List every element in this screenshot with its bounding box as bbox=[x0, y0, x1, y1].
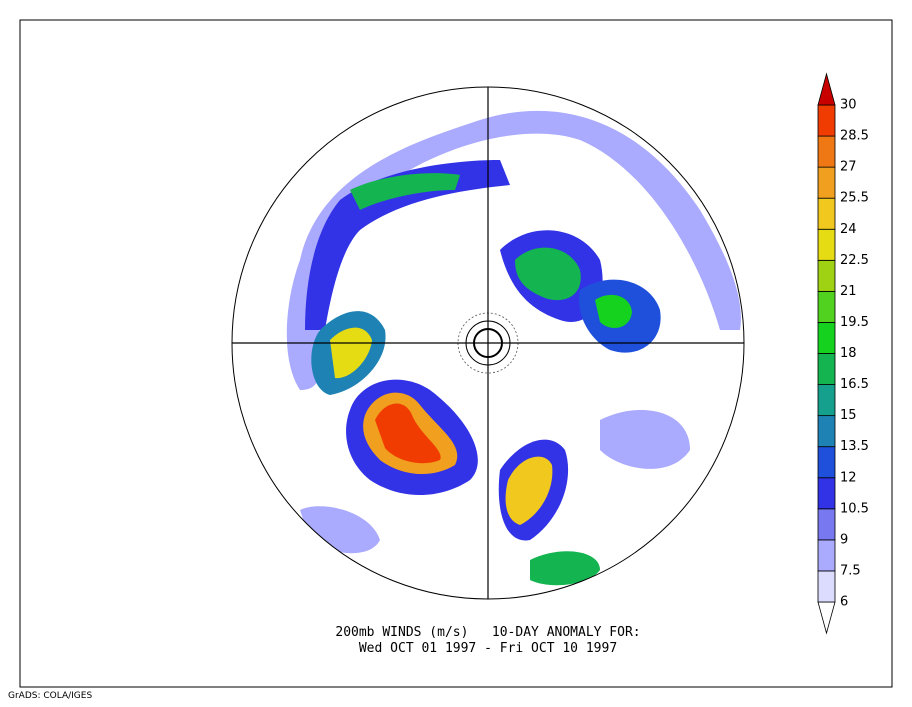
colorbar-arrow bbox=[817, 601, 836, 635]
colorbar-box bbox=[817, 384, 836, 417]
colorbar-label: 28.5 bbox=[840, 129, 869, 144]
colorbar-box bbox=[817, 570, 836, 603]
swath bbox=[530, 551, 600, 586]
colorbar-label: 16.5 bbox=[840, 377, 869, 392]
colorbar-box bbox=[817, 259, 836, 292]
colorbar-box bbox=[817, 228, 836, 261]
colorbar-box bbox=[817, 290, 836, 323]
colorbar-label: 18 bbox=[840, 346, 857, 361]
colorbar-label: 21 bbox=[840, 284, 857, 299]
colorbar-label: 22.5 bbox=[840, 253, 869, 268]
colorbar-box bbox=[817, 477, 836, 510]
colorbar-box bbox=[817, 415, 836, 448]
swath bbox=[595, 294, 632, 328]
colorbar: 6 7.5 9 10.5 12 13.5 15 16.5 18 19.5 21 22.5 24 25.5 2… bbox=[817, 72, 869, 635]
colorbar-label: 19.5 bbox=[840, 315, 869, 330]
caption: 200mb WINDS (m/s) 10-DAY ANOMALY FOR: bbox=[335, 625, 640, 640]
colorbar-label: 30 bbox=[840, 98, 857, 113]
colorbar-arrow bbox=[817, 72, 836, 106]
swath bbox=[350, 173, 460, 210]
colorbar-box bbox=[817, 539, 836, 572]
colorbar-box bbox=[817, 508, 836, 541]
colorbar-label: 9 bbox=[840, 532, 848, 547]
swath bbox=[600, 410, 690, 469]
colorbar-label: 6 bbox=[840, 595, 848, 610]
colorbar-label: 12 bbox=[840, 470, 857, 485]
colorbar-label: 24 bbox=[840, 222, 857, 237]
colorbar-label: 7.5 bbox=[840, 563, 861, 578]
swath bbox=[515, 247, 581, 301]
colorbar-box bbox=[817, 166, 836, 199]
caption: Wed OCT 01 1997 - Fri OCT 10 1997 bbox=[359, 641, 617, 656]
swath bbox=[330, 327, 372, 379]
colorbar-label: 15 bbox=[840, 408, 857, 423]
colorbar-label: 25.5 bbox=[840, 191, 869, 206]
colorbar-box bbox=[817, 446, 836, 479]
colorbar-label: 10.5 bbox=[840, 501, 869, 516]
colorbar-label: 13.5 bbox=[840, 439, 869, 454]
colorbar-box bbox=[817, 197, 836, 230]
colorbar-label: 27 bbox=[840, 160, 857, 175]
frame bbox=[19, 19, 893, 688]
credit: GrADS: COLA/IGES bbox=[8, 691, 92, 701]
colorbar-box bbox=[817, 353, 836, 385]
swath bbox=[505, 456, 553, 525]
colorbar-box bbox=[817, 104, 836, 137]
colorbar-box bbox=[817, 322, 836, 354]
swath bbox=[375, 403, 441, 464]
colorbar-box bbox=[817, 135, 836, 168]
